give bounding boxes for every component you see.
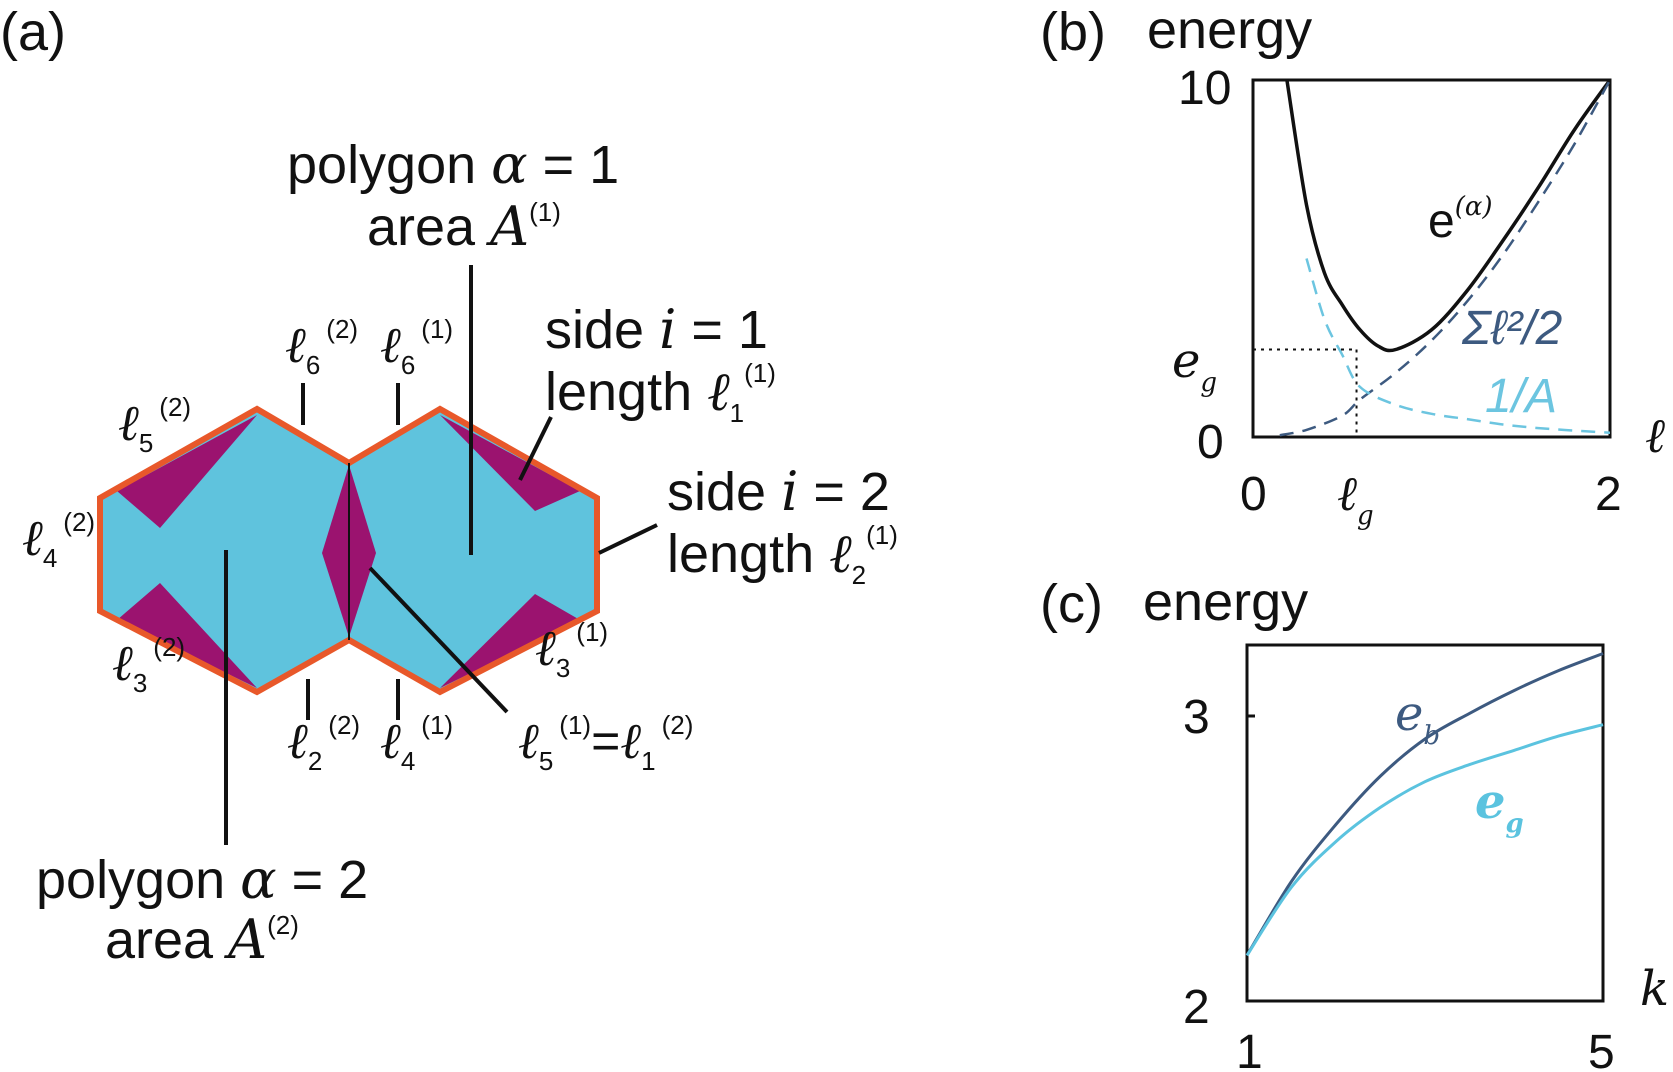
chart-b-lg-label: ℓg [1337,466,1374,531]
chart-b-xtick-2: 2 [1595,468,1622,521]
svg-text:length ℓ1(1): length ℓ1(1) [545,358,776,428]
chart-b-xtick-0: 0 [1240,468,1267,521]
chart-c-series-eg [1245,723,1604,957]
chart-b-label-inv: 1/A [1485,370,1557,423]
chart-b-label-sq: Σℓ²/2 [1461,302,1562,355]
edge-label-l4-1: ℓ4(1) [380,710,453,776]
svg-text:side i = 1: side i = 1 [545,298,768,361]
edge-label-l3-2: ℓ3(2) [112,632,185,698]
chart-b-series-inv [1305,258,1611,434]
chart-c-label-eb: eb [1395,686,1440,751]
panel-c-label: (c) [1040,574,1103,634]
edge-label-l5-2: ℓ5(2) [118,392,191,458]
chart-c-xtick-1: 1 [1236,1026,1263,1072]
chart-b-ytick-0: 0 [1197,416,1224,469]
chart-b-ytick-10: 10 [1178,62,1231,115]
polygon-1-label: polygon α = 1 area A(1) [287,133,619,258]
cells-border [97,405,600,696]
panel-c-ylabel: energy [1143,572,1308,632]
chart-c-label-eg: eg [1475,774,1524,839]
chart-c-ytick-2: 2 [1183,981,1210,1034]
polygon-2-label: polygon α = 2 area A(2) [36,848,368,971]
svg-text:area A(2): area A(2) [105,908,299,971]
side-1-label: side i = 1 length ℓ1(1) [545,298,776,428]
edge-label-l6-2: ℓ6(2) [285,314,358,380]
pointer-lines [224,265,658,845]
chart-b-series-total [1285,78,1612,353]
chart-c-xtick-5: 5 [1588,1026,1615,1072]
chart-b: 10 0 0 2 ℓ eg ℓg e(α) Σℓ²/2 1/A [1172,62,1665,531]
triangle-top-left [117,415,257,528]
svg-text:polygon α = 1: polygon α = 1 [287,133,619,196]
chart-c-xlabel: k [1640,961,1669,1017]
chart-b-series-sq [1279,79,1612,437]
edge-labels: ℓ6(2) ℓ6(1) ℓ5(2) ℓ4(2) ℓ3(2) ℓ3(1) ℓ2(2… [22,314,693,776]
triangle-bottom-left [117,583,257,688]
svg-text:polygon α = 2: polygon α = 2 [36,848,368,911]
chart-b-label-total: e(α) [1428,192,1493,248]
panel-b-ylabel: energy [1147,0,1312,60]
chart-b-frame [1251,78,1612,439]
edge-label-shared: ℓ5(1)=ℓ1(2) [518,710,693,776]
chart-b-eg-label: eg [1172,333,1217,398]
triangle-bottom-right [440,594,580,688]
chart-c: 3 2 1 5 k eb eg [1183,643,1669,1072]
hexagon-diagram [97,405,600,696]
svg-text:side i = 2: side i = 2 [667,460,890,523]
panel-b-label: (b) [1040,2,1106,62]
chart-c-ytick-3: 3 [1183,691,1210,744]
chart-c-series-eb [1245,652,1604,957]
edge-label-l6-1: ℓ6(1) [380,314,453,380]
chart-c-frame [1245,643,1605,1003]
edge-label-l2-2: ℓ2(2) [287,710,360,776]
panel-a-label: (a) [0,2,66,62]
svg-text:area A(1): area A(1) [367,195,561,258]
edge-label-l4-2: ℓ4(2) [22,507,95,573]
triangle-top-right [440,415,580,511]
edge-label-l3-1: ℓ3(1) [535,617,608,683]
chart-b-xlabel: ℓ [1645,408,1665,464]
svg-text:length ℓ2(1): length ℓ2(1) [667,520,898,590]
side-2-label: side i = 2 length ℓ2(1) [667,460,898,590]
